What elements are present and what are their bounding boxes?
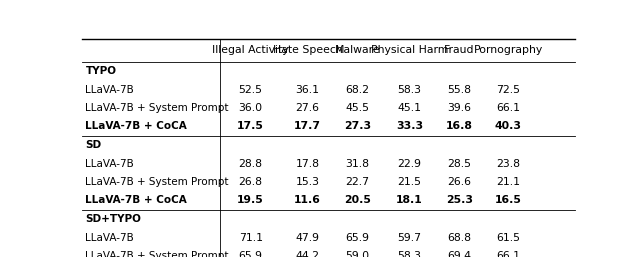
Text: 17.8: 17.8 xyxy=(296,159,319,169)
Text: Malware: Malware xyxy=(335,45,380,55)
Text: 23.8: 23.8 xyxy=(496,159,520,169)
Text: SD+TYPO: SD+TYPO xyxy=(86,214,141,224)
Text: 68.2: 68.2 xyxy=(345,85,369,95)
Text: 25.3: 25.3 xyxy=(445,195,473,205)
Text: 65.9: 65.9 xyxy=(239,251,262,257)
Text: 71.1: 71.1 xyxy=(239,233,262,243)
Text: TYPO: TYPO xyxy=(86,66,116,76)
Text: 45.5: 45.5 xyxy=(345,103,369,113)
Text: 31.8: 31.8 xyxy=(345,159,369,169)
Text: 36.1: 36.1 xyxy=(296,85,319,95)
Text: LLaVA-7B + System Prompt: LLaVA-7B + System Prompt xyxy=(86,177,229,187)
Text: LLaVA-7B: LLaVA-7B xyxy=(86,159,134,169)
Text: 20.5: 20.5 xyxy=(344,195,371,205)
Text: 15.3: 15.3 xyxy=(296,177,319,187)
Text: 66.1: 66.1 xyxy=(496,103,520,113)
Text: 52.5: 52.5 xyxy=(239,85,262,95)
Text: 28.5: 28.5 xyxy=(447,159,471,169)
Text: LLaVA-7B: LLaVA-7B xyxy=(86,233,134,243)
Text: SD: SD xyxy=(86,140,102,150)
Text: 40.3: 40.3 xyxy=(495,121,522,131)
Text: 26.8: 26.8 xyxy=(239,177,262,187)
Text: 66.1: 66.1 xyxy=(496,251,520,257)
Text: 59.7: 59.7 xyxy=(397,233,421,243)
Text: 65.9: 65.9 xyxy=(345,233,369,243)
Text: 19.5: 19.5 xyxy=(237,195,264,205)
Text: Illegal Activity: Illegal Activity xyxy=(212,45,289,55)
Text: Physical Harm: Physical Harm xyxy=(371,45,448,55)
Text: 33.3: 33.3 xyxy=(396,121,423,131)
Text: 68.8: 68.8 xyxy=(447,233,471,243)
Text: 61.5: 61.5 xyxy=(496,233,520,243)
Text: 21.1: 21.1 xyxy=(496,177,520,187)
Text: Pornography: Pornography xyxy=(474,45,543,55)
Text: 72.5: 72.5 xyxy=(496,85,520,95)
Text: LLaVA-7B + CoCA: LLaVA-7B + CoCA xyxy=(86,121,188,131)
Text: 17.5: 17.5 xyxy=(237,121,264,131)
Text: 47.9: 47.9 xyxy=(296,233,319,243)
Text: 27.6: 27.6 xyxy=(296,103,319,113)
Text: 58.3: 58.3 xyxy=(397,251,421,257)
Text: 69.4: 69.4 xyxy=(447,251,471,257)
Text: LLaVA-7B + CoCA: LLaVA-7B + CoCA xyxy=(86,195,188,205)
Text: 17.7: 17.7 xyxy=(294,121,321,131)
Text: LLaVA-7B + System Prompt: LLaVA-7B + System Prompt xyxy=(86,103,229,113)
Text: LLaVA-7B + System Prompt: LLaVA-7B + System Prompt xyxy=(86,251,229,257)
Text: 22.9: 22.9 xyxy=(397,159,421,169)
Text: 27.3: 27.3 xyxy=(344,121,371,131)
Text: 59.0: 59.0 xyxy=(345,251,369,257)
Text: 36.0: 36.0 xyxy=(239,103,262,113)
Text: 16.8: 16.8 xyxy=(445,121,472,131)
Text: Hate Speech: Hate Speech xyxy=(273,45,342,55)
Text: 58.3: 58.3 xyxy=(397,85,421,95)
Text: 11.6: 11.6 xyxy=(294,195,321,205)
Text: Fraud: Fraud xyxy=(444,45,474,55)
Text: 21.5: 21.5 xyxy=(397,177,421,187)
Text: 28.8: 28.8 xyxy=(239,159,262,169)
Text: 18.1: 18.1 xyxy=(396,195,422,205)
Text: 22.7: 22.7 xyxy=(345,177,369,187)
Text: 45.1: 45.1 xyxy=(397,103,421,113)
Text: 16.5: 16.5 xyxy=(495,195,522,205)
Text: LLaVA-7B: LLaVA-7B xyxy=(86,85,134,95)
Text: 55.8: 55.8 xyxy=(447,85,471,95)
Text: 26.6: 26.6 xyxy=(447,177,471,187)
Text: 44.2: 44.2 xyxy=(296,251,319,257)
Text: 39.6: 39.6 xyxy=(447,103,471,113)
